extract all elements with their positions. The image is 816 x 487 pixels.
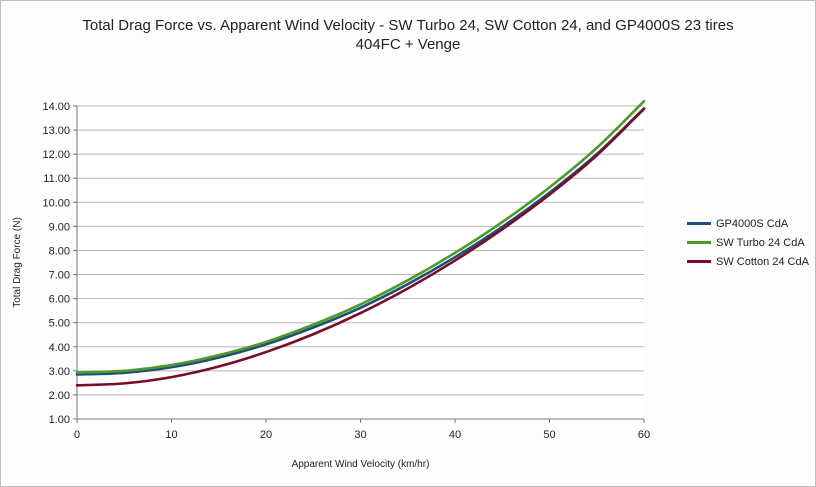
series-line-sw-turbo-24-cda <box>75 99 646 374</box>
x-tick-label: 60 <box>638 429 650 441</box>
y-tick-label: 14.00 <box>42 101 70 113</box>
x-axis-label: Apparent Wind Velocity (km/hr) <box>292 459 430 470</box>
legend-item: SW Cotton 24 CdA <box>687 252 809 271</box>
y-tick-label: 1.00 <box>49 414 70 426</box>
series-line-gp4000s-cda <box>75 107 646 376</box>
chart-title-block: Total Drag Force vs. Apparent Wind Veloc… <box>0 16 816 54</box>
y-tick-label: 7.00 <box>49 270 70 282</box>
x-tick-label: 20 <box>260 429 272 441</box>
x-tick-label: 10 <box>165 429 177 441</box>
y-tick-label: 9.00 <box>49 221 70 233</box>
y-tick-label: 3.00 <box>49 366 70 378</box>
legend-swatch <box>687 260 711 263</box>
y-tick-label: 8.00 <box>49 245 70 257</box>
y-tick-label: 10.00 <box>42 197 70 209</box>
legend-swatch <box>687 241 711 244</box>
y-tick-label: 4.00 <box>49 342 70 354</box>
legend-label: GP4000S CdA <box>716 217 789 230</box>
legend-label: SW Cotton 24 CdA <box>716 255 809 268</box>
y-tick-label: 11.00 <box>43 173 70 185</box>
chart-title: Total Drag Force vs. Apparent Wind Veloc… <box>82 17 734 34</box>
legend-item: GP4000S CdA <box>687 214 809 233</box>
y-axis-label: Total Drag Force (N) <box>12 217 23 308</box>
x-tick-label: 40 <box>449 429 461 441</box>
x-tick-label: 30 <box>354 429 366 441</box>
plot-area <box>77 106 644 419</box>
chart-legend: GP4000S CdA SW Turbo 24 CdA SW Cotton 24 C… <box>687 214 809 271</box>
series-line-sw-cotton-24-cda <box>75 107 646 387</box>
y-tick-label: 2.00 <box>49 390 70 402</box>
legend-item: SW Turbo 24 CdA <box>687 233 809 252</box>
legend-label: SW Turbo 24 CdA <box>716 236 805 249</box>
y-tick-label: 12.00 <box>42 149 70 161</box>
chart-subtitle: 404FC + Venge <box>355 36 461 53</box>
y-tick-label: 6.00 <box>49 294 70 306</box>
x-tick-label: 50 <box>543 429 555 441</box>
y-tick-label: 13.00 <box>42 125 70 137</box>
y-tick-label: 5.00 <box>49 318 70 330</box>
legend-swatch <box>687 222 711 225</box>
x-tick-label: 0 <box>74 429 80 441</box>
